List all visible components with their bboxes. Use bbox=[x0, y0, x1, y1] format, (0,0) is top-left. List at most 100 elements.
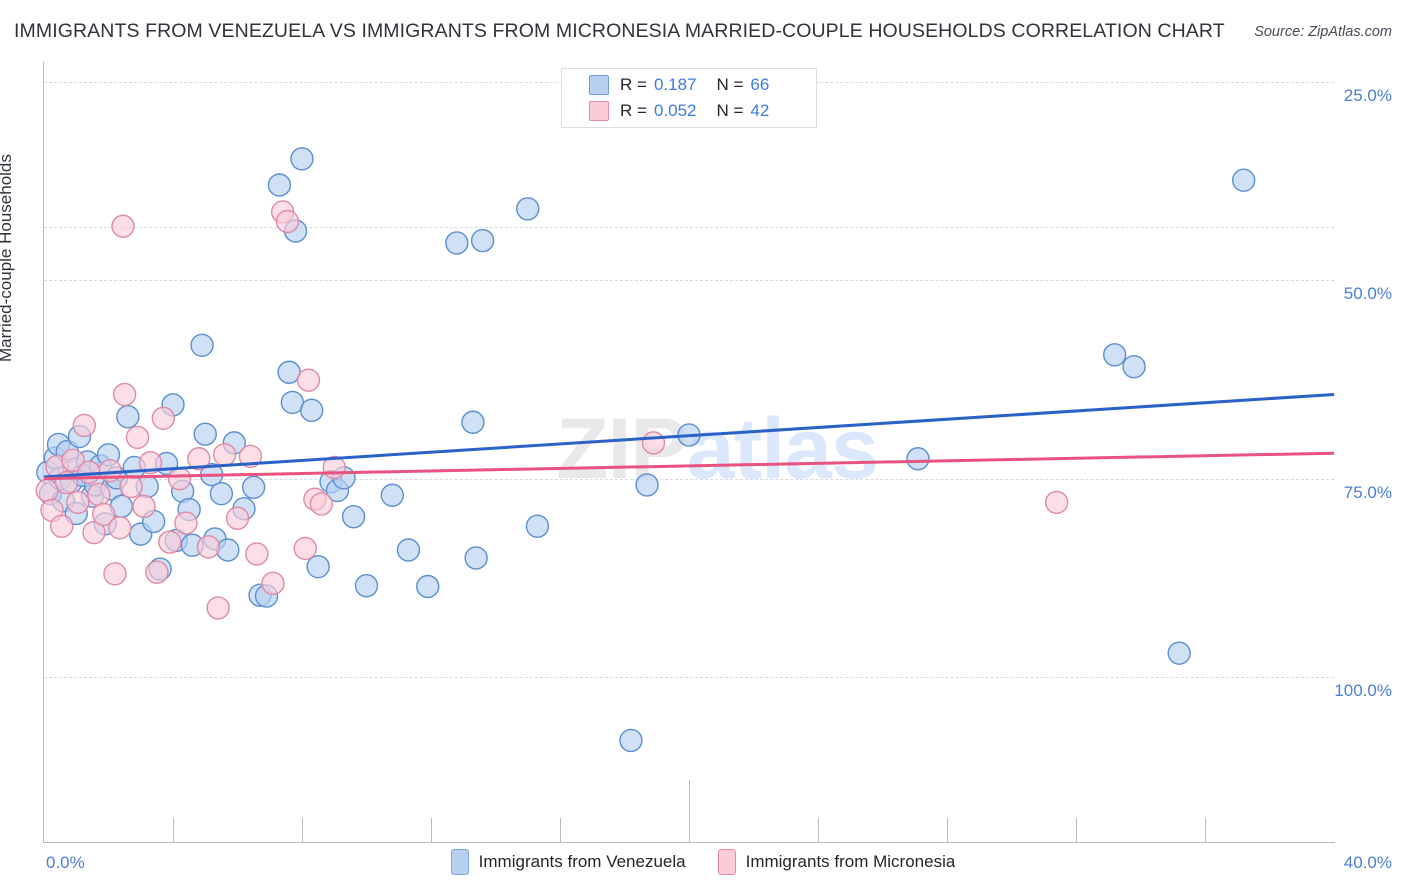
data-point bbox=[193, 422, 217, 446]
data-point bbox=[396, 538, 421, 562]
data-point bbox=[206, 596, 230, 620]
data-point bbox=[216, 538, 240, 562]
series-legend: Immigrants from Venezuela Immigrants fro… bbox=[0, 849, 1406, 875]
data-point bbox=[187, 447, 211, 471]
data-point bbox=[225, 506, 250, 530]
data-point bbox=[241, 475, 266, 500]
legend-label-venezuela: Immigrants from Venezuela bbox=[478, 852, 686, 871]
correlation-stats-box: R = 0.187 N = 66 R = 0.052 N = 42 bbox=[561, 68, 817, 128]
x-axis-min-label: 0.0% bbox=[46, 853, 85, 872]
x-tick-2 bbox=[302, 818, 303, 842]
data-point bbox=[174, 511, 198, 535]
data-point bbox=[158, 530, 182, 554]
data-point bbox=[196, 535, 221, 559]
data-point bbox=[119, 474, 143, 499]
data-point bbox=[525, 514, 550, 538]
x-axis-line bbox=[43, 842, 1335, 843]
y-tick-label-25: 100.0% bbox=[1334, 680, 1392, 700]
data-point bbox=[299, 398, 324, 423]
gridline-25 bbox=[44, 676, 1334, 678]
data-point bbox=[293, 536, 317, 561]
data-point bbox=[212, 443, 237, 467]
data-point bbox=[132, 494, 156, 519]
data-point bbox=[151, 406, 176, 430]
data-point bbox=[445, 231, 469, 255]
data-point bbox=[341, 504, 366, 529]
data-point bbox=[461, 410, 485, 434]
data-point bbox=[354, 574, 379, 598]
n-label-venezuela: N = bbox=[716, 75, 744, 94]
data-point bbox=[380, 483, 404, 507]
data-point bbox=[1167, 641, 1191, 665]
data-point bbox=[516, 197, 540, 221]
x-tick-1 bbox=[173, 818, 174, 842]
data-point bbox=[112, 382, 137, 407]
data-point bbox=[261, 571, 285, 596]
data-point bbox=[245, 542, 269, 566]
source-attribution: Source: ZipAtlas.com bbox=[1254, 24, 1392, 40]
data-point bbox=[275, 209, 300, 234]
legend-item-venezuela[interactable]: Immigrants from Venezuela bbox=[450, 849, 686, 875]
data-point bbox=[61, 448, 85, 473]
data-point bbox=[145, 560, 169, 584]
data-point bbox=[641, 431, 666, 455]
data-point bbox=[1122, 355, 1146, 379]
data-point bbox=[1231, 168, 1256, 192]
data-point bbox=[238, 444, 263, 469]
x-tick-8 bbox=[1076, 818, 1077, 842]
data-point bbox=[116, 404, 140, 429]
trend-line bbox=[43, 451, 1335, 481]
data-point bbox=[464, 546, 488, 570]
scatter-points bbox=[35, 147, 1335, 753]
data-point bbox=[209, 481, 234, 506]
n-label-micronesia: N = bbox=[716, 101, 744, 120]
data-point bbox=[72, 413, 97, 438]
r-value-micronesia: 0.052 bbox=[653, 101, 697, 120]
legend-swatch-micronesia bbox=[717, 849, 736, 875]
data-point bbox=[50, 514, 74, 538]
y-axis-title: Married-couple Households bbox=[0, 154, 15, 362]
data-point bbox=[87, 482, 111, 507]
x-tick-9 bbox=[1205, 818, 1206, 842]
stat-swatch-venezuela bbox=[589, 75, 609, 95]
data-point bbox=[309, 492, 334, 516]
x-tick-6 bbox=[818, 818, 819, 842]
data-point bbox=[906, 447, 930, 471]
gridline-minor bbox=[44, 227, 1334, 229]
data-point bbox=[82, 520, 106, 545]
data-point bbox=[103, 562, 127, 586]
page-title: IMMIGRANTS FROM VENEZUELA VS IMMIGRANTS … bbox=[14, 20, 1225, 42]
stat-swatch-micronesia bbox=[589, 101, 609, 121]
legend-item-micronesia[interactable]: Immigrants from Micronesia bbox=[717, 849, 956, 875]
y-axis-line bbox=[43, 62, 44, 843]
y-tick-label-100: 25.0% bbox=[1343, 85, 1392, 105]
data-point bbox=[125, 425, 150, 450]
plot-area: ZIPatlas bbox=[35, 62, 1335, 842]
r-value-venezuela: 0.187 bbox=[653, 75, 697, 94]
data-point bbox=[619, 728, 643, 753]
y-tick-label-75: 50.0% bbox=[1343, 284, 1392, 304]
gridline-50 bbox=[44, 478, 1334, 480]
x-tick-4 bbox=[560, 818, 561, 842]
x-tick-7 bbox=[947, 818, 948, 842]
data-point bbox=[108, 516, 132, 540]
data-point bbox=[1102, 343, 1127, 367]
r-label-micronesia: R = bbox=[620, 101, 647, 120]
data-point bbox=[267, 173, 292, 197]
stat-row-micronesia: R = 0.052 N = 42 bbox=[589, 98, 769, 124]
data-point bbox=[167, 466, 192, 491]
r-label-venezuela: R = bbox=[620, 75, 647, 94]
y-tick-label-50: 75.0% bbox=[1343, 482, 1392, 502]
data-point bbox=[190, 333, 214, 357]
data-point bbox=[91, 502, 116, 526]
data-point bbox=[111, 214, 135, 238]
gridline-75 bbox=[44, 280, 1334, 282]
data-point bbox=[138, 451, 163, 475]
data-point bbox=[416, 574, 440, 599]
x-tick-3 bbox=[431, 818, 432, 842]
data-point bbox=[66, 490, 90, 515]
stat-row-venezuela: R = 0.187 N = 66 bbox=[589, 72, 769, 98]
data-point bbox=[296, 368, 321, 392]
legend-label-micronesia: Immigrants from Micronesia bbox=[745, 852, 956, 871]
